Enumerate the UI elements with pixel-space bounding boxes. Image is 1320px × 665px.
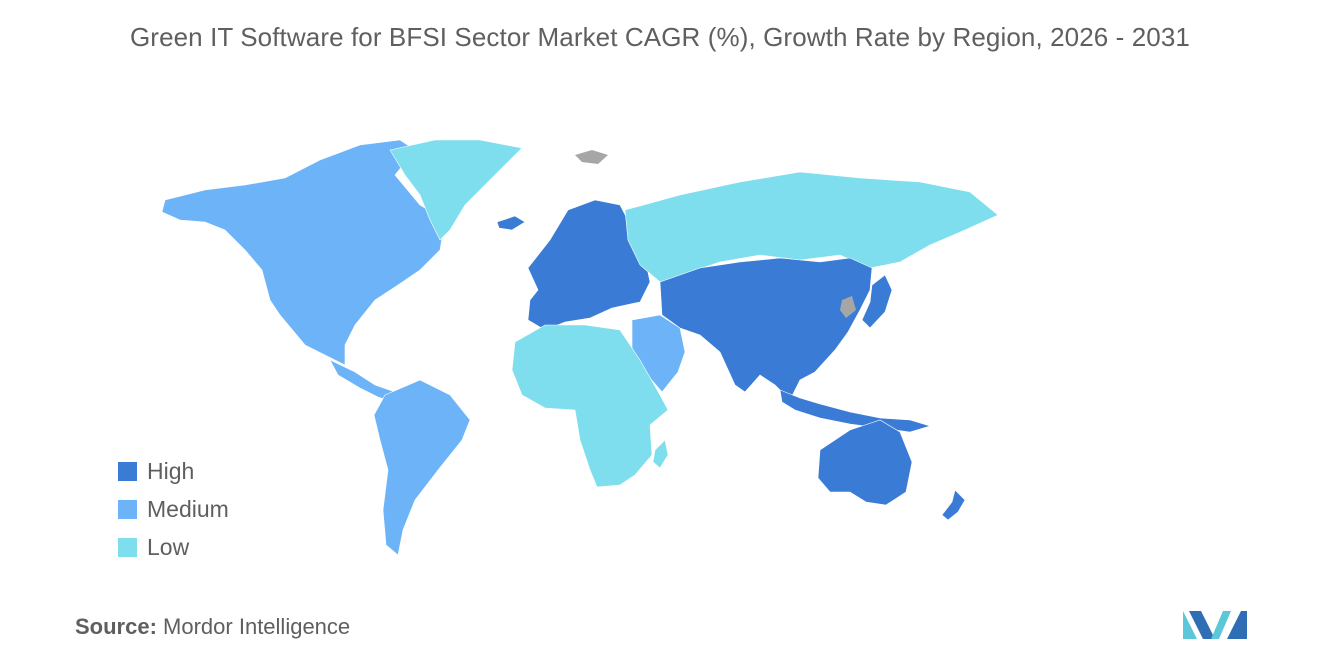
legend-label-medium: Medium xyxy=(147,495,229,522)
region-greenland xyxy=(389,139,523,241)
region-south-america xyxy=(373,379,471,556)
region-north-america xyxy=(161,139,446,366)
legend-item-low: Low xyxy=(118,528,229,566)
region-southeast-asia xyxy=(779,389,932,433)
legend: High Medium Low xyxy=(118,452,229,566)
legend-label-low: Low xyxy=(147,533,190,560)
region-europe xyxy=(527,199,651,331)
legend-swatch-low xyxy=(118,537,137,557)
source-note: Source: Mordor Intelligence xyxy=(75,614,350,640)
legend-item-high: High xyxy=(118,452,229,490)
legend-swatch-medium xyxy=(118,499,137,519)
chart-title: Green IT Software for BFSI Sector Market… xyxy=(129,22,1190,52)
mordor-intelligence-logo xyxy=(1183,611,1247,639)
region-svalbard xyxy=(575,150,608,164)
region-japan xyxy=(861,274,893,329)
region-korea xyxy=(840,296,856,318)
region-new-zealand xyxy=(941,489,966,521)
region-africa xyxy=(511,324,669,488)
source-value: Mordor Intelligence xyxy=(163,614,351,639)
source-label: Source: xyxy=(75,614,157,639)
region-australia xyxy=(817,419,913,506)
region-asia xyxy=(659,257,873,401)
region-iceland xyxy=(496,215,526,231)
legend-item-medium: Medium xyxy=(118,490,229,528)
legend-label-high: High xyxy=(147,457,195,484)
legend-swatch-high xyxy=(118,461,137,481)
region-madagascar xyxy=(652,439,669,469)
